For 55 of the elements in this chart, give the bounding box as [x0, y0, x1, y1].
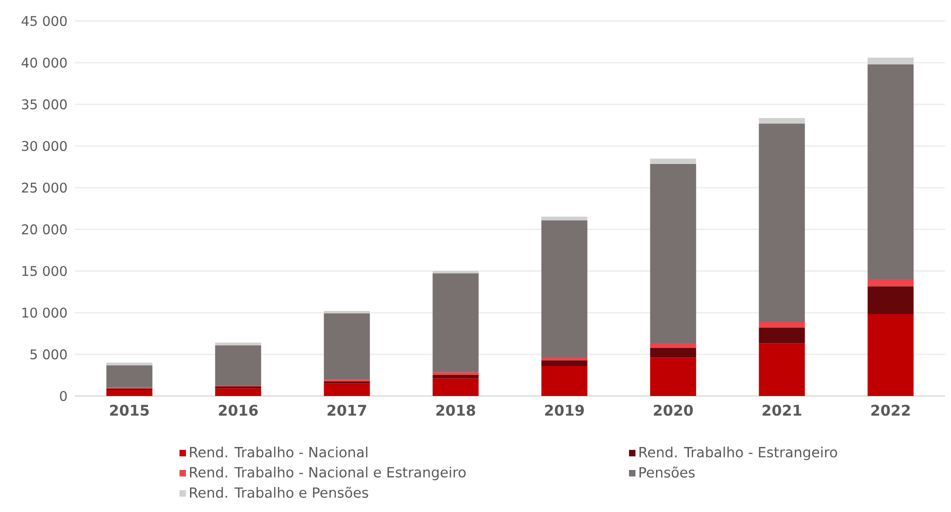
x-tick-label: 2021 — [762, 404, 802, 416]
y-tick-label: 40 000 — [22, 58, 67, 68]
bar — [215, 388, 262, 396]
legend-label: Pensões — [640, 466, 695, 478]
bar — [758, 322, 805, 328]
y-tick-label: 10 000 — [22, 308, 67, 318]
x-tick-label: 2020 — [654, 404, 693, 416]
x-tick-label: 2019 — [545, 404, 584, 416]
bar — [432, 273, 479, 372]
bar — [215, 345, 262, 385]
x-tick-label: 2022 — [871, 404, 910, 416]
bar — [324, 313, 370, 380]
bar — [650, 158, 696, 164]
y-tick-label: 35 000 — [22, 99, 67, 110]
bar — [106, 362, 152, 366]
bar — [650, 358, 696, 396]
bar — [868, 64, 914, 280]
x-tick-label: 2016 — [218, 404, 258, 416]
y-tick-label: 45 000 — [22, 16, 67, 26]
bar — [215, 342, 262, 346]
bar — [432, 378, 479, 396]
bar — [106, 390, 152, 396]
bar — [541, 366, 588, 396]
bar — [868, 279, 914, 286]
bar — [432, 375, 479, 378]
bar — [758, 124, 805, 322]
legend-label: Rend. Trabalho - Nacional — [190, 446, 368, 458]
bar — [541, 220, 588, 357]
bar — [541, 360, 588, 366]
bar — [868, 286, 914, 314]
y-tick-label: 20 000 — [22, 224, 67, 234]
bar — [868, 58, 914, 64]
legend-label: Rend. Trabalho e Pensões — [190, 486, 368, 498]
bar — [106, 365, 152, 388]
bar — [650, 164, 696, 343]
legend-label: Rend. Trabalho - Estrangeiro — [640, 446, 838, 460]
bar — [650, 348, 696, 358]
bar — [650, 343, 696, 348]
x-tick-label: 2018 — [436, 404, 476, 416]
bar — [758, 118, 805, 124]
legend-label: Rend. Trabalho - Nacional e Estrangeiro — [190, 466, 466, 480]
bar — [868, 314, 914, 396]
bar — [541, 216, 588, 220]
bar — [432, 372, 479, 375]
y-tick-label: 15 000 — [22, 266, 67, 276]
y-tick-label: 0 — [60, 390, 67, 402]
x-tick-label: 2017 — [328, 404, 366, 416]
bar — [541, 357, 588, 360]
y-tick-label: 25 000 — [22, 182, 67, 193]
x-tick-label: 2015 — [110, 404, 149, 416]
bar — [758, 343, 805, 396]
y-tick-label: 5 000 — [30, 349, 67, 360]
y-tick-label: 30 000 — [22, 140, 67, 152]
bar — [324, 383, 370, 396]
bar — [758, 328, 805, 344]
